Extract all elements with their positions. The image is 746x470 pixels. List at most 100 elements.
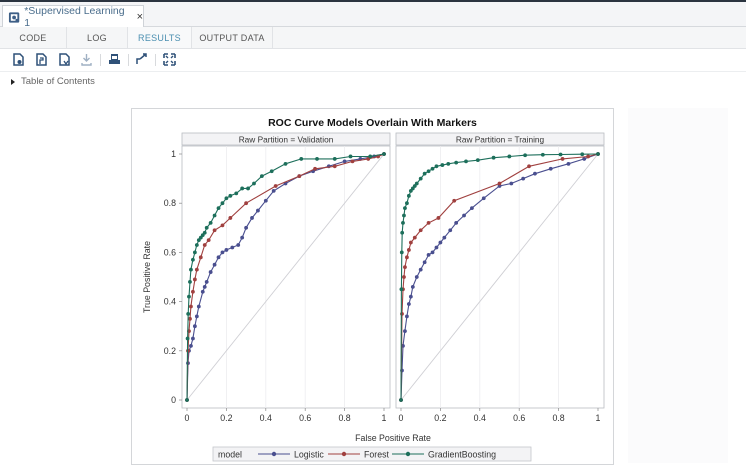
- data-marker: [521, 176, 526, 181]
- flow-document-icon: [8, 11, 20, 23]
- x-tick-label: 0.8: [338, 413, 350, 423]
- data-marker: [475, 158, 480, 163]
- download-html-icon[interactable]: [12, 53, 25, 66]
- x-tick-label: 0.6: [513, 413, 525, 423]
- data-marker: [191, 336, 195, 341]
- download-icon[interactable]: [80, 53, 93, 66]
- data-marker: [200, 289, 205, 294]
- tab-code[interactable]: CODE: [0, 27, 67, 48]
- data-marker: [332, 157, 337, 161]
- y-tick-label: 1: [171, 149, 176, 159]
- data-marker: [408, 294, 413, 299]
- data-marker: [216, 206, 221, 211]
- data-marker: [244, 201, 248, 206]
- data-marker: [470, 206, 474, 211]
- data-marker: [332, 164, 337, 169]
- tab-log[interactable]: LOG: [67, 27, 128, 48]
- data-marker: [533, 171, 537, 176]
- data-marker: [192, 277, 197, 282]
- data-marker: [580, 152, 585, 157]
- data-marker: [400, 312, 404, 316]
- document-tab[interactable]: *Supervised Learning 1 ×: [2, 5, 144, 29]
- tab-output-data[interactable]: OUTPUT DATA: [192, 27, 273, 48]
- data-marker: [509, 181, 514, 186]
- data-marker: [418, 267, 423, 272]
- data-marker: [224, 196, 229, 201]
- data-marker: [406, 193, 411, 198]
- legend-marker-icon: [271, 451, 277, 457]
- data-marker: [464, 159, 468, 164]
- print-icon[interactable]: [108, 53, 121, 66]
- data-marker: [558, 152, 563, 157]
- data-marker: [426, 252, 431, 257]
- data-marker: [491, 155, 496, 160]
- download-word-icon[interactable]: [58, 53, 71, 66]
- roc-line-forest: [400, 153, 599, 401]
- data-marker: [440, 163, 445, 167]
- data-marker: [192, 324, 197, 329]
- x-tick-label: 1: [382, 413, 387, 423]
- data-marker: [582, 157, 587, 161]
- data-marker: [448, 228, 453, 233]
- data-marker: [198, 255, 203, 260]
- data-marker: [196, 304, 201, 309]
- data-marker: [403, 265, 407, 270]
- table-of-contents-toggle[interactable]: Table of Contents: [11, 76, 95, 87]
- legend-title: model: [218, 450, 242, 460]
- data-marker: [313, 166, 317, 171]
- results-toolbar: [0, 49, 746, 72]
- data-marker: [244, 225, 248, 230]
- data-marker: [192, 250, 197, 255]
- data-marker: [212, 262, 217, 267]
- data-marker: [454, 160, 459, 165]
- data-marker: [263, 198, 268, 203]
- document-tab-title: *Supervised Learning 1: [24, 5, 125, 29]
- data-marker: [212, 228, 217, 233]
- tab-output-data-label: OUTPUT DATA: [199, 32, 265, 43]
- data-marker: [400, 230, 405, 235]
- download-pdf-icon[interactable]: [35, 53, 48, 66]
- expand-triangle-icon: [11, 78, 15, 85]
- tab-results[interactable]: RESULTS: [128, 27, 192, 48]
- data-marker: [434, 245, 439, 250]
- close-tab-icon[interactable]: ×: [136, 11, 143, 23]
- data-marker: [452, 198, 457, 203]
- data-marker: [426, 169, 431, 174]
- background-panel: [628, 108, 728, 463]
- chart-panel-training: Raw Partition = Training 0 0.2 0.4 0.6 0.8 1: [395, 132, 605, 423]
- data-marker: [202, 243, 207, 247]
- data-marker: [418, 228, 423, 233]
- data-marker: [256, 208, 260, 213]
- document-tab-strip: *Supervised Learning 1 ×: [0, 2, 746, 29]
- data-marker: [596, 152, 600, 156]
- chart-title: ROC Curve Models Overlain With Markers: [268, 117, 477, 129]
- y-axis-label: True Positive Rate: [142, 241, 152, 313]
- data-marker: [548, 166, 553, 171]
- expand-link-icon[interactable]: [135, 53, 148, 66]
- data-marker: [434, 164, 439, 169]
- panel-header-label: Raw Partition = Validation: [239, 134, 334, 144]
- panel-header-label: Raw Partition = Training: [456, 134, 545, 144]
- data-marker: [342, 159, 347, 164]
- chart-panel-validation: Raw Partition = Validation 0 0.2 0.4 0.6 0.8 1: [181, 132, 391, 423]
- y-tick-label: 0.4: [164, 297, 176, 307]
- data-marker: [271, 189, 276, 193]
- data-marker: [194, 314, 199, 319]
- data-marker: [442, 235, 447, 240]
- data-marker: [189, 267, 193, 272]
- data-marker: [240, 235, 245, 240]
- data-marker: [194, 267, 199, 272]
- toolbar-divider: [100, 54, 101, 66]
- data-marker: [269, 169, 274, 174]
- data-marker: [560, 157, 565, 161]
- data-marker: [438, 240, 443, 245]
- data-marker: [454, 220, 459, 225]
- data-marker: [234, 191, 239, 196]
- data-marker: [273, 184, 278, 188]
- reference-diagonal: [400, 153, 599, 401]
- toolbar-divider: [128, 54, 129, 66]
- data-marker: [220, 223, 225, 228]
- data-marker: [368, 154, 373, 159]
- data-marker: [283, 161, 288, 166]
- maximize-icon[interactable]: [163, 53, 176, 66]
